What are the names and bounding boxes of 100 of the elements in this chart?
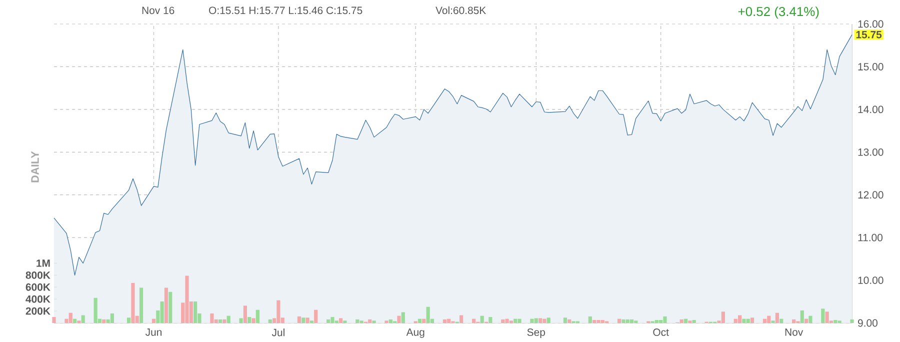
bar	[600, 320, 604, 323]
bar	[834, 320, 838, 323]
bar	[226, 316, 230, 323]
bar	[368, 319, 372, 323]
bar	[505, 318, 509, 323]
bar	[418, 318, 422, 323]
bar	[501, 319, 505, 323]
bar	[72, 318, 77, 323]
y2-tick-label: 400K	[26, 295, 50, 303]
bar	[239, 318, 243, 323]
y-tick-label: 12.00	[858, 191, 884, 199]
bar	[762, 318, 767, 323]
bar	[808, 316, 812, 323]
bar	[588, 316, 592, 323]
bar	[659, 320, 663, 323]
text: O:15.51 H:15.77 L:15.46 C:15.75	[209, 6, 362, 14]
bar	[131, 282, 135, 323]
bar	[356, 319, 360, 323]
bar	[684, 318, 688, 323]
bar	[480, 316, 484, 323]
y-tick-label: 15.00	[858, 63, 884, 70]
text: DAILY	[31, 151, 39, 182]
text: +0.52 (3.41%)	[738, 6, 819, 19]
bar	[568, 319, 572, 323]
bar	[767, 316, 771, 323]
bar	[626, 319, 630, 323]
y2-tick-label: 200K	[26, 307, 50, 315]
bar	[592, 320, 596, 323]
y2-tick-label: 600K	[26, 283, 50, 291]
x-tick-label: Jun	[145, 328, 162, 336]
bar	[210, 313, 214, 323]
bar	[218, 319, 222, 323]
bar	[248, 317, 252, 323]
bar	[194, 301, 198, 323]
bar	[850, 319, 854, 323]
y-tick-label: 11.00	[858, 234, 883, 242]
bar	[252, 318, 256, 323]
y2-tick-label: 800K	[26, 271, 50, 279]
y-tick-label: 9.00	[858, 319, 878, 327]
bar	[734, 318, 738, 323]
bar	[306, 318, 310, 323]
bar	[127, 318, 131, 323]
bar	[422, 318, 426, 323]
bar	[447, 318, 451, 323]
bar	[472, 318, 476, 323]
bar	[617, 318, 622, 323]
bar	[139, 288, 144, 323]
text: Vol:60.85K	[436, 6, 486, 14]
bar	[663, 316, 667, 323]
bar	[110, 313, 114, 323]
bar	[738, 315, 742, 323]
bar	[160, 301, 164, 323]
bar	[488, 317, 492, 323]
bar	[81, 315, 85, 323]
bar	[742, 318, 746, 323]
bar	[530, 318, 534, 323]
x-tick-label: Aug	[406, 328, 424, 338]
bar	[563, 318, 568, 323]
bar	[518, 318, 522, 323]
bar	[546, 318, 550, 323]
bar	[821, 308, 825, 323]
bar	[276, 300, 280, 323]
y-tick-label: 16.00	[858, 20, 884, 28]
annotation: 15.75	[856, 31, 882, 38]
bar	[680, 319, 684, 323]
bar	[326, 319, 330, 323]
y-tick-label: 14.00	[858, 106, 884, 114]
bar	[338, 318, 343, 323]
bar	[102, 319, 106, 323]
x-tick-label: Sep	[527, 328, 545, 338]
bar	[630, 319, 634, 323]
bar	[268, 319, 272, 323]
bar	[622, 319, 626, 323]
bar	[426, 306, 430, 323]
bar	[388, 319, 392, 323]
bar	[534, 318, 538, 323]
bar	[401, 312, 405, 323]
bar	[330, 317, 334, 323]
bar	[514, 318, 518, 323]
y-tick-label: 13.00	[858, 148, 884, 156]
bar	[68, 312, 72, 323]
bar	[222, 319, 226, 323]
bar	[721, 312, 725, 323]
bar	[538, 318, 542, 323]
x-tick-label: Jul	[272, 328, 284, 336]
y-tick-label: 10.00	[858, 276, 884, 284]
bar	[804, 318, 808, 323]
text: Nov 16	[142, 6, 174, 14]
bar	[314, 310, 318, 323]
bar	[297, 316, 302, 323]
bar	[397, 316, 401, 323]
bar	[164, 288, 168, 323]
bar	[52, 317, 56, 323]
bar	[243, 306, 247, 323]
bar	[152, 318, 156, 323]
bar	[460, 315, 464, 323]
bar	[792, 319, 796, 323]
bar	[256, 310, 260, 323]
bar	[654, 320, 658, 323]
bar	[825, 312, 829, 323]
